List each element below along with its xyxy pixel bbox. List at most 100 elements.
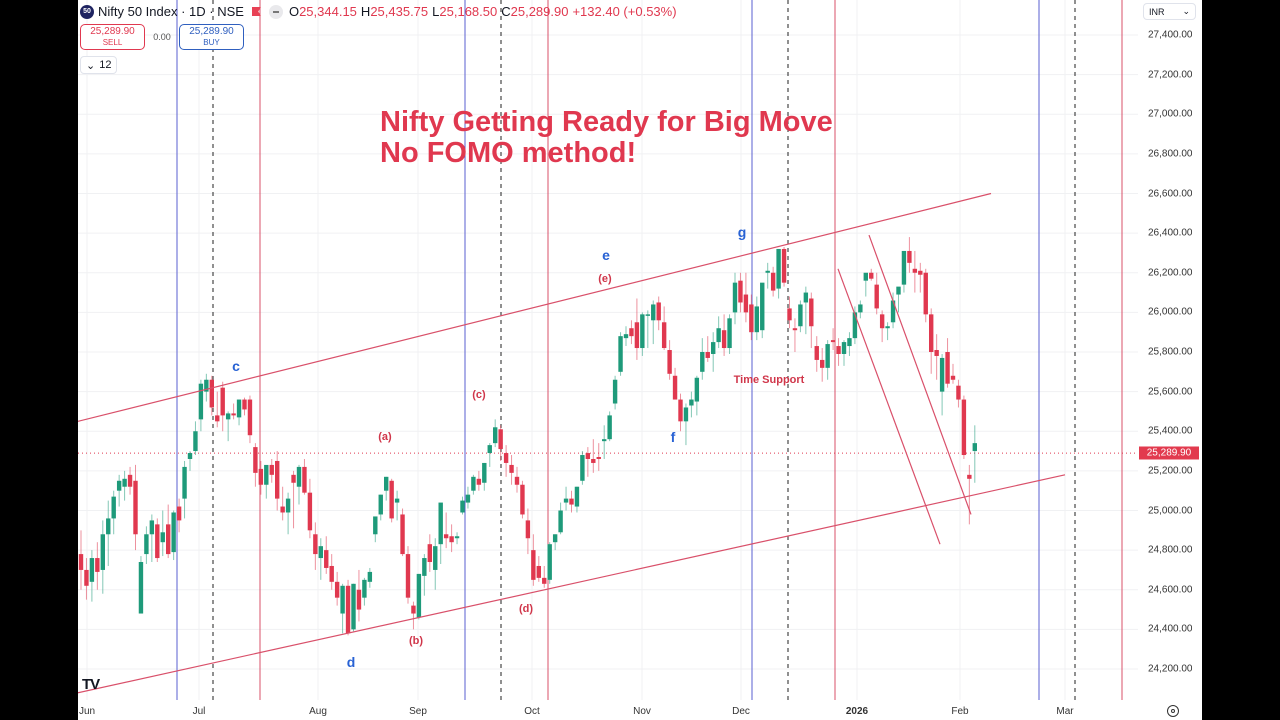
time-tick-label: Jul — [192, 706, 206, 717]
annotation-title[interactable]: Nifty Getting Ready for Big Move No FOMO… — [380, 107, 833, 169]
candle-body — [760, 282, 765, 331]
candle-body — [416, 573, 422, 618]
candle-body — [356, 589, 362, 610]
price-tick-label: 24,600.00 — [1148, 584, 1193, 596]
candle-body — [858, 304, 863, 313]
candle-body — [95, 558, 100, 572]
candle-body — [705, 352, 710, 358]
candle-body — [215, 415, 220, 422]
candle-body — [738, 280, 743, 303]
wave-label[interactable]: e — [602, 247, 610, 263]
candle-body — [912, 268, 918, 273]
ohlc-value: 25,435.75 — [370, 4, 429, 19]
chart-canvas[interactable] — [78, 0, 1138, 720]
candle-body — [531, 550, 536, 580]
symbol-title[interactable]: Nifty 50 Index · 1D · NSE — [98, 4, 244, 19]
candle-body — [929, 314, 934, 352]
candle-body — [787, 308, 792, 321]
wave-label[interactable]: f — [670, 429, 676, 445]
candle-body — [563, 498, 569, 503]
ohlc-value: +132.40 (+0.53%) — [572, 4, 677, 19]
wave-label[interactable]: (d) — [518, 603, 534, 615]
wave-label[interactable]: (b) — [408, 635, 424, 647]
current-price-badge: 25,289.90 — [1139, 446, 1199, 460]
candle-body — [711, 342, 716, 354]
candle-body — [171, 512, 176, 553]
settings-gear-icon[interactable] — [1167, 705, 1179, 717]
currency-select[interactable]: INR ⌄ — [1143, 3, 1196, 20]
price-axis[interactable]: INR ⌄ 27,400.00 27,200.00 27,000.00 26,800.… — [1138, 0, 1202, 720]
wave-label[interactable]: g — [737, 224, 747, 240]
candle-body — [476, 478, 482, 485]
candle-body — [863, 272, 868, 281]
candle-body — [247, 399, 253, 436]
candle-body — [204, 379, 209, 392]
candle-body — [585, 453, 591, 459]
ohlc-value: 25,168.50 — [439, 4, 498, 19]
candle-body — [869, 272, 874, 279]
ohlc-values: O25,344.15 H25,435.75 L25,168.50 C25,289.90… — [289, 4, 681, 19]
candle-body — [253, 447, 258, 473]
flag-icon[interactable] — [251, 7, 261, 16]
candle-body — [160, 532, 165, 543]
candle-body — [792, 328, 798, 331]
candle-body — [198, 383, 204, 420]
candle-body — [645, 314, 650, 316]
candle-body — [138, 562, 144, 614]
ohlc-value: 25,344.15 — [299, 4, 357, 19]
candle-body — [427, 544, 432, 563]
ohlc-key: C — [501, 4, 511, 19]
buy-button[interactable]: 25,289.90 BUY — [179, 24, 244, 50]
candle-body — [770, 272, 776, 291]
candle-body — [498, 429, 503, 450]
candle-body — [509, 464, 514, 473]
candle-body — [345, 585, 351, 634]
candle-body — [378, 494, 383, 515]
candle-body — [329, 565, 334, 582]
candle-body — [847, 338, 852, 347]
candle-body — [155, 524, 160, 559]
sell-button[interactable]: 25,289.90 SELL — [80, 24, 145, 50]
candle-body — [193, 431, 198, 452]
candle-body — [111, 496, 116, 519]
candle-body — [836, 346, 841, 354]
wave-label[interactable]: (a) — [378, 431, 392, 443]
candle-body — [700, 352, 705, 372]
candle-body — [465, 494, 471, 503]
candle-body — [225, 413, 231, 420]
candle-body — [242, 399, 247, 410]
wave-label[interactable]: (e) — [598, 273, 612, 285]
candle-body — [373, 516, 378, 535]
chevron-down-icon: ⌄ — [86, 59, 96, 72]
hide-legend-icon[interactable] — [268, 4, 283, 19]
candle-body — [749, 304, 754, 333]
tradingview-logo-icon[interactable]: TV — [82, 676, 100, 693]
wave-label[interactable]: c — [232, 358, 240, 374]
candle-body — [106, 518, 111, 535]
candle-body — [923, 272, 928, 315]
candle-body — [907, 250, 912, 263]
candle-body — [318, 546, 323, 559]
wave-label[interactable]: d — [346, 654, 356, 670]
candle-body — [841, 342, 847, 354]
time-tick-label: Mar — [1056, 706, 1074, 717]
candle-body — [411, 605, 416, 614]
candle-body — [209, 379, 214, 408]
candle-body — [525, 520, 531, 539]
candle-body — [482, 462, 487, 483]
candle-body — [667, 350, 672, 374]
price-tick-label: 27,000.00 — [1148, 108, 1193, 120]
candle-body — [678, 399, 683, 422]
candle-body — [487, 445, 492, 454]
wave-label[interactable]: (c) — [472, 389, 486, 401]
indicators-toggle-button[interactable]: ⌄ 12 — [80, 56, 118, 74]
wave-label[interactable]: Time Support — [733, 374, 805, 386]
candle-body — [100, 534, 105, 570]
candle-body — [220, 387, 225, 416]
candle-body — [607, 415, 612, 440]
candle-body — [460, 500, 465, 513]
candle-body — [89, 558, 95, 582]
price-tick-label: 25,000.00 — [1148, 505, 1193, 516]
time-tick-label: Feb — [951, 706, 969, 717]
chevron-down-icon: ⌄ — [1182, 6, 1190, 16]
